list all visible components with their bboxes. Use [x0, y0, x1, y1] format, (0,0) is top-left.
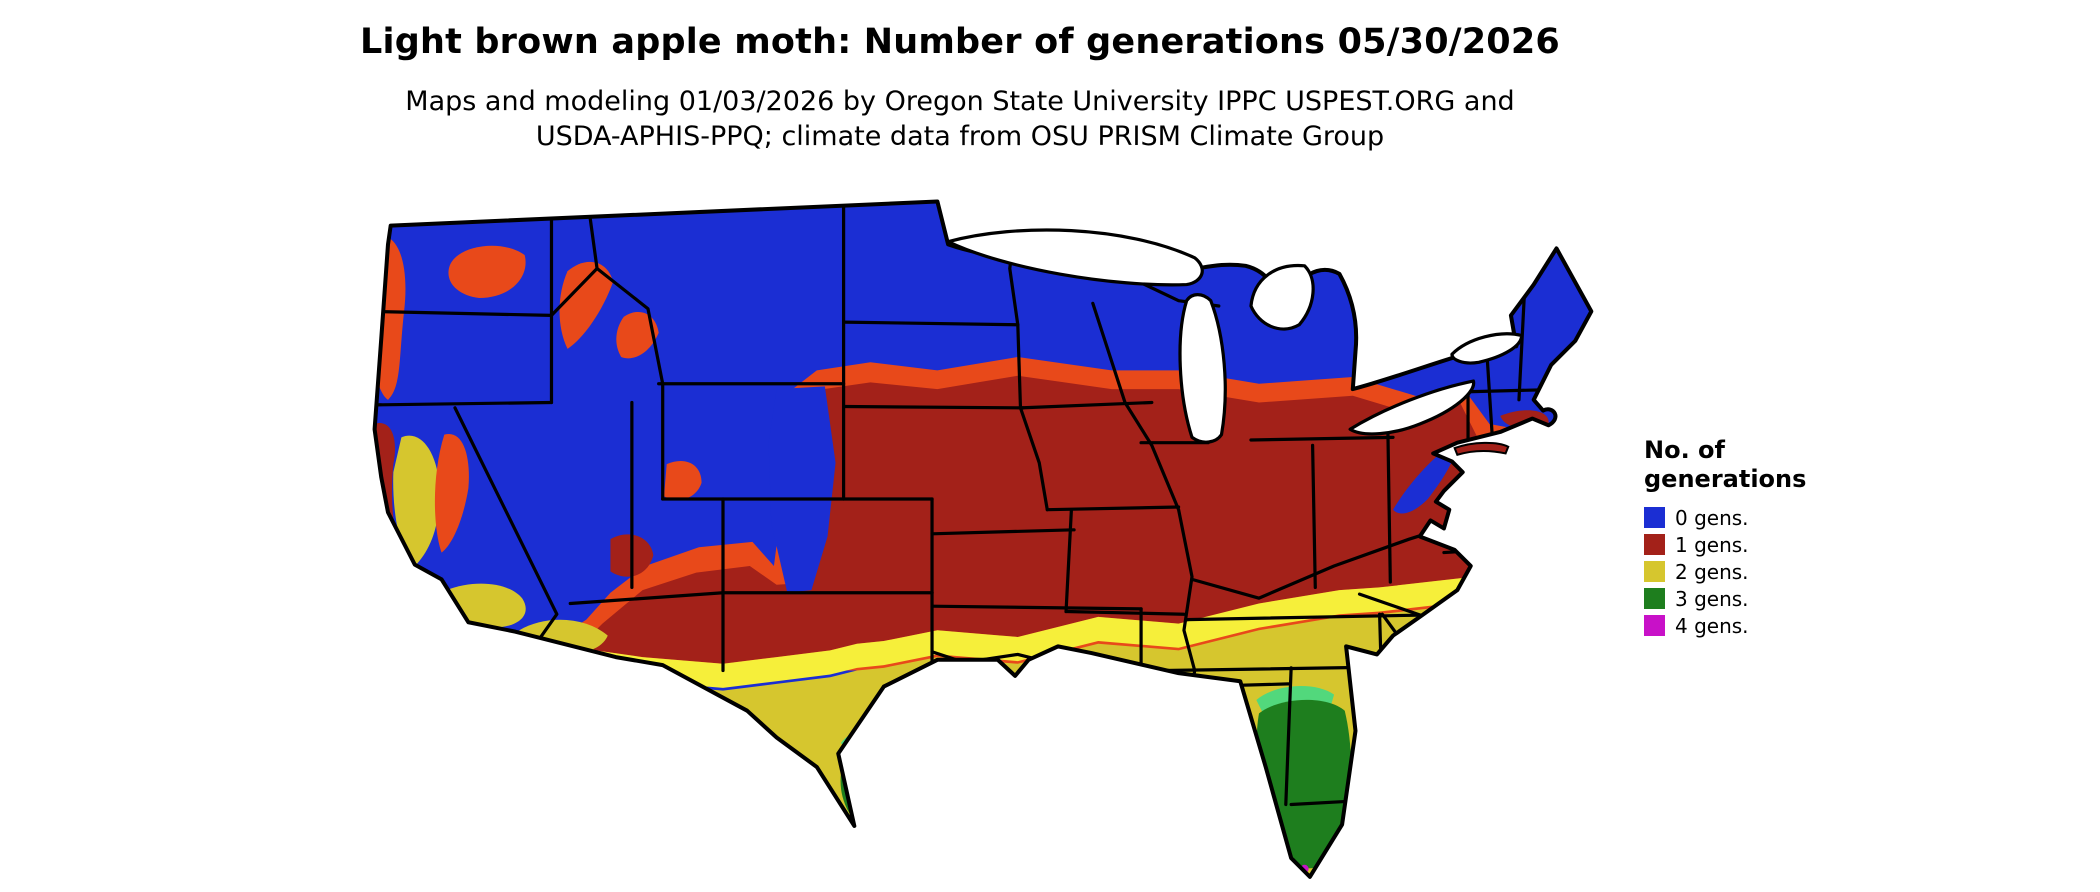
patch-az-green-1	[601, 656, 609, 664]
legend-swatch-4-gens	[1644, 615, 1665, 636]
legend-swatch-3-gens	[1644, 588, 1665, 609]
page-subtitle: Maps and modeling 01/03/2026 by Oregon S…	[0, 84, 1920, 154]
patch-columbia-orange	[448, 245, 526, 298]
legend-item-3-gens: 3 gens.	[1644, 585, 1806, 612]
legend-items: 0 gens. 1 gens. 2 gens. 3 gens. 4 gens.	[1644, 504, 1806, 639]
legend-label-2-gens: 2 gens.	[1675, 559, 1749, 584]
patch-appalachian-blue	[1393, 442, 1456, 514]
great-lakes	[946, 228, 1524, 444]
legend-title: No. of generations	[1644, 436, 1806, 494]
patch-central-valley-yellow	[393, 435, 440, 566]
lake-huron	[1249, 263, 1315, 331]
lake-michigan	[1178, 293, 1227, 444]
legend-label-3-gens: 3 gens.	[1675, 586, 1749, 611]
legend-swatch-0-gens	[1644, 507, 1665, 528]
legend-item-1-gens: 1 gens.	[1644, 531, 1806, 558]
legend-title-line-1: No. of	[1644, 436, 1725, 464]
us-generations-map	[321, 188, 1594, 885]
us-map-svg	[372, 199, 1594, 879]
subtitle-line-1: Maps and modeling 01/03/2026 by Oregon S…	[405, 86, 1515, 117]
patch-sierra-orange	[434, 433, 469, 553]
patch-az-green-2	[623, 661, 630, 669]
lake-ontario	[1450, 332, 1524, 365]
long-island	[1453, 441, 1510, 456]
map-legend: No. of generations 0 gens. 1 gens. 2 gen…	[1644, 436, 1806, 639]
legend-title-line-2: generations	[1644, 465, 1807, 493]
patch-idaho-orange-1	[559, 261, 614, 349]
lake-superior	[946, 228, 1204, 287]
legend-label-0-gens: 0 gens.	[1675, 505, 1749, 530]
patch-utah-orange	[664, 461, 702, 500]
legend-item-4-gens: 4 gens.	[1644, 612, 1806, 639]
region-blue-tongue	[768, 386, 836, 593]
legend-label-4-gens: 4 gens.	[1675, 613, 1749, 638]
legend-item-2-gens: 2 gens.	[1644, 558, 1806, 585]
region-transition-bright-yellow	[578, 570, 1592, 688]
subtitle-line-2: USDA-APHIS-PPQ; climate data from OSU PR…	[535, 121, 1385, 152]
legend-swatch-1-gens	[1644, 534, 1665, 555]
legend-item-0-gens: 0 gens.	[1644, 504, 1806, 531]
lake-erie	[1348, 379, 1476, 436]
legend-swatch-2-gens	[1644, 561, 1665, 582]
patch-idaho-orange-2	[616, 311, 659, 359]
page-title: Light brown apple moth: Number of genera…	[360, 22, 1560, 62]
legend-label-1-gens: 1 gens.	[1675, 532, 1749, 557]
